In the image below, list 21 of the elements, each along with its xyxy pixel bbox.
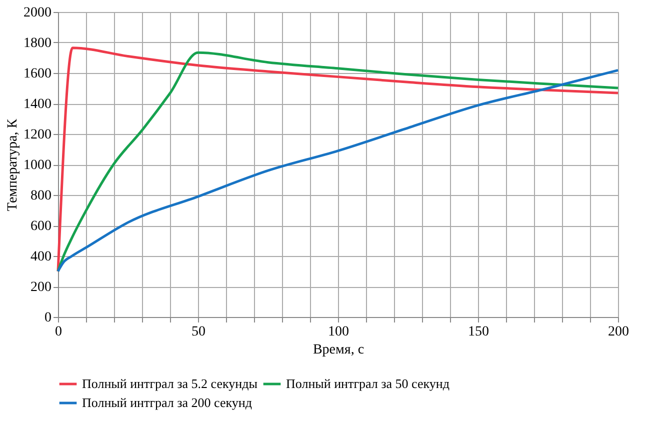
y-tick-label: 1200 (24, 128, 52, 142)
y-tick-label: 1400 (24, 97, 52, 112)
y-tick-label: 0 (44, 310, 52, 326)
x-tick-label: 200 (608, 324, 629, 340)
y-axis-title: Температура, К (6, 118, 20, 212)
legend-label: Полный интграл за 50 секунд (286, 376, 450, 391)
y-tick-label: 1600 (24, 66, 52, 82)
y-tick-label: 2000 (24, 6, 52, 20)
y-tick-label: 200 (30, 280, 52, 295)
x-tick-label: 150 (468, 324, 489, 340)
y-tick-label: 1000 (24, 158, 52, 173)
y-tick-label: 800 (30, 188, 52, 204)
y-tick-label: 1800 (24, 36, 52, 51)
x-axis-title: Время, с (312, 342, 364, 358)
legend-label: Полный интграл за 200 секунд (82, 395, 252, 410)
x-tick-label: 50 (192, 324, 206, 340)
y-tick-label: 400 (30, 250, 52, 264)
legend-label: Полный интграл за 5.2 секунды (82, 376, 258, 391)
y-tick-label: 600 (30, 219, 52, 234)
x-tick-label: 0 (55, 324, 62, 340)
x-tick-label: 100 (328, 324, 349, 340)
